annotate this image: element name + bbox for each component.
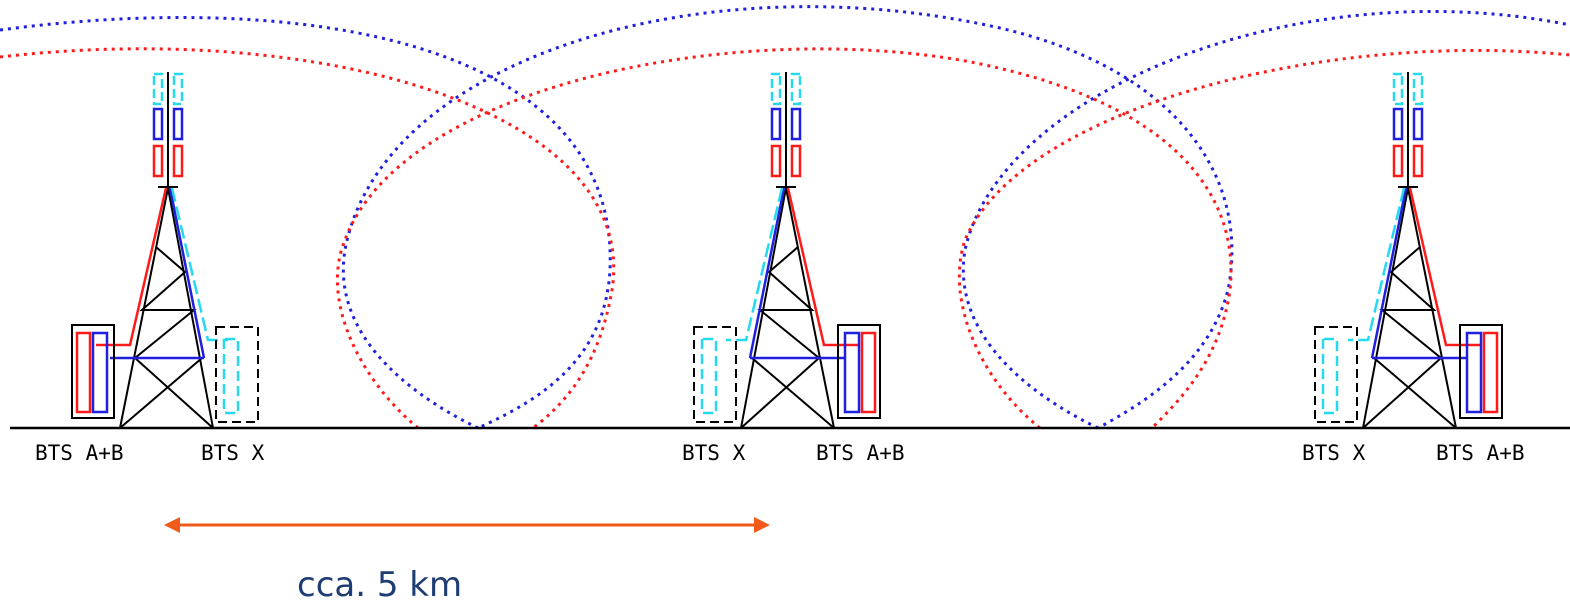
- tower-1-left-label: BTS A+B: [35, 441, 124, 465]
- tower-1-cabinet-x: [214, 325, 260, 424]
- tower-3-cabinet-ab: [1458, 323, 1504, 420]
- distance-arrow: [164, 517, 770, 533]
- tower-3-right-label: BTS A+B: [1436, 441, 1525, 465]
- tower-1-right-label: BTS X: [201, 441, 265, 465]
- tower-2-cabinet-ab: [836, 323, 882, 420]
- coverage-arc-red-3: [957, 48, 1570, 430]
- coverage-arc-blue-2: [341, 5, 1234, 430]
- coverage-arcs: [0, 5, 1570, 430]
- tower-1-cabinet-ab: [70, 323, 116, 420]
- coverage-arc-blue-1: [0, 16, 612, 430]
- tower-2-left-label: BTS X: [682, 441, 746, 465]
- tower-2-right-label: BTS A+B: [816, 441, 905, 465]
- tower-3: BTS X BTS A+B: [1302, 70, 1525, 465]
- coverage-arc-red-1: [0, 47, 616, 430]
- coverage-arc-blue-3: [961, 10, 1570, 430]
- tower-1-mast: [94, 70, 230, 430]
- distance-label: cca. 5 km: [297, 565, 462, 603]
- tower-2: BTS X BTS A+B: [682, 70, 905, 465]
- tower-1: BTS A+B BTS X: [35, 70, 265, 465]
- tower-3-left-label: BTS X: [1302, 441, 1366, 465]
- coverage-arc-red-2: [335, 47, 1233, 430]
